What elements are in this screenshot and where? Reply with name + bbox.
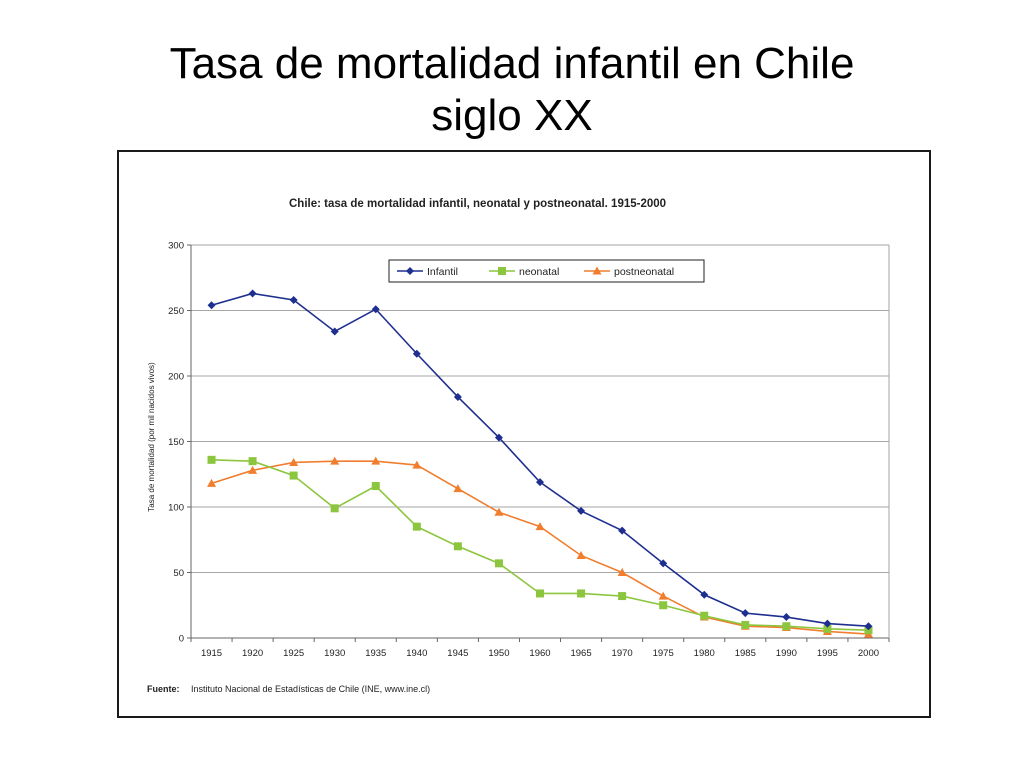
data-point-neonatal (371, 482, 380, 491)
series-infantil (207, 289, 873, 631)
data-point-neonatal (700, 611, 709, 620)
source-text: Instituto Nacional de Estadísticas de Ch… (191, 684, 430, 694)
x-tick-label: 1950 (488, 648, 509, 659)
x-tick-label: 1920 (242, 648, 263, 659)
slide-title: Tasa de mortalidad infantil en Chile sig… (0, 38, 1024, 142)
x-tick-label: 1980 (694, 648, 715, 659)
data-point-infantil (371, 305, 380, 314)
data-point-postneonatal (371, 456, 381, 465)
data-point-infantil (864, 622, 873, 631)
data-point-postneonatal (289, 457, 299, 466)
chart-frame: Chile: tasa de mortalidad infantil, neon… (117, 150, 931, 718)
x-tick-label: 1975 (653, 648, 674, 659)
data-point-postneonatal (658, 591, 668, 600)
data-point-neonatal (618, 592, 627, 601)
y-tick-label: 250 (168, 306, 184, 317)
data-point-neonatal (494, 559, 503, 568)
x-tick-label: 2000 (858, 648, 879, 659)
data-point-postneonatal (330, 456, 340, 465)
data-point-neonatal (782, 622, 791, 631)
data-point-neonatal (659, 601, 668, 610)
x-tick-label: 1930 (324, 648, 345, 659)
data-point-neonatal (741, 620, 750, 629)
slide-title-line-2: siglo XX (431, 91, 593, 140)
data-point-postneonatal (617, 568, 627, 576)
legend: Infantil neonatal postneonatal (388, 259, 705, 283)
x-tick-label: 1915 (201, 648, 222, 659)
data-point-infantil (782, 613, 791, 622)
data-point-postneonatal (494, 507, 504, 516)
data-point-neonatal (330, 504, 339, 513)
x-tick-label: 1965 (570, 648, 591, 659)
chart-title: Chile: tasa de mortalidad infantil, neon… (289, 198, 666, 210)
data-point-infantil (494, 433, 503, 442)
data-point-postneonatal (535, 522, 545, 531)
legend-label-infantil: Infantil (427, 266, 458, 278)
series-group (207, 289, 873, 638)
y-tick-label: 100 (168, 503, 184, 514)
x-tick-label: 1935 (365, 648, 386, 659)
x-tick-labels: 1915 1920 1925 1930 1935 1940 1945 1950 1960 1965… (201, 648, 879, 659)
data-point-postneonatal (248, 465, 258, 474)
series-line-postneonatal (211, 460, 869, 635)
data-point-infantil (289, 296, 298, 305)
legend-label-neonatal: neonatal (519, 266, 559, 278)
y-axis-label: Tasa de mortalidad (por mil nacidos vivo… (147, 362, 156, 512)
data-point-infantil (330, 327, 339, 336)
data-point-infantil (700, 590, 709, 599)
y-tick-label: 300 (168, 241, 184, 252)
data-point-neonatal (412, 522, 421, 531)
data-point-postneonatal (412, 460, 422, 469)
data-point-infantil (741, 609, 750, 618)
data-point-neonatal (823, 624, 832, 633)
data-point-neonatal (453, 542, 462, 551)
x-tick-label: 1940 (406, 648, 427, 659)
data-point-infantil (823, 619, 832, 628)
data-point-neonatal (536, 589, 544, 598)
legend-marker-neonatal (498, 267, 506, 275)
data-point-infantil (618, 526, 627, 535)
series-neonatal (207, 455, 873, 635)
data-point-postneonatal (207, 478, 217, 487)
axes (187, 244, 890, 642)
legend-box (388, 259, 705, 283)
data-point-postneonatal (576, 550, 586, 559)
x-tick-label: 1995 (817, 648, 838, 659)
y-tick-label: 150 (168, 437, 184, 448)
legend-label-postneonatal: postneonatal (614, 266, 674, 278)
data-point-neonatal (289, 471, 298, 480)
data-point-infantil (453, 392, 462, 401)
data-point-infantil (412, 349, 421, 358)
legend-marker-postneonatal (592, 266, 602, 275)
legend-marker-infantil (406, 267, 414, 275)
data-point-infantil (659, 559, 668, 568)
y-tick-labels: 0 50 100 150 200 250 300 (168, 241, 184, 645)
x-tick-label: 1985 (735, 648, 756, 659)
y-tick-label: 50 (173, 568, 184, 579)
x-tick-label: 1960 (529, 648, 550, 659)
slide-title-line-1: Tasa de mortalidad infantil en Chile (169, 39, 855, 88)
data-point-infantil (536, 478, 544, 487)
y-tick-label: 200 (168, 372, 184, 383)
data-point-postneonatal (453, 484, 463, 493)
x-tick-label: 1970 (612, 648, 633, 659)
x-tick-label: 1945 (447, 648, 468, 659)
data-point-neonatal (577, 589, 586, 598)
data-point-infantil (577, 506, 586, 515)
data-point-neonatal (207, 455, 216, 464)
y-tick-label: 0 (179, 634, 184, 645)
x-tick-label: 1925 (283, 648, 304, 659)
data-point-infantil (248, 289, 257, 298)
source-label: Fuente: (147, 684, 180, 694)
series-line-infantil (211, 292, 869, 628)
line-chart: Chile: tasa de mortalidad infantil, neon… (147, 198, 890, 694)
data-point-infantil (207, 301, 216, 310)
x-tick-label: 1990 (776, 648, 797, 659)
data-point-neonatal (248, 457, 257, 466)
